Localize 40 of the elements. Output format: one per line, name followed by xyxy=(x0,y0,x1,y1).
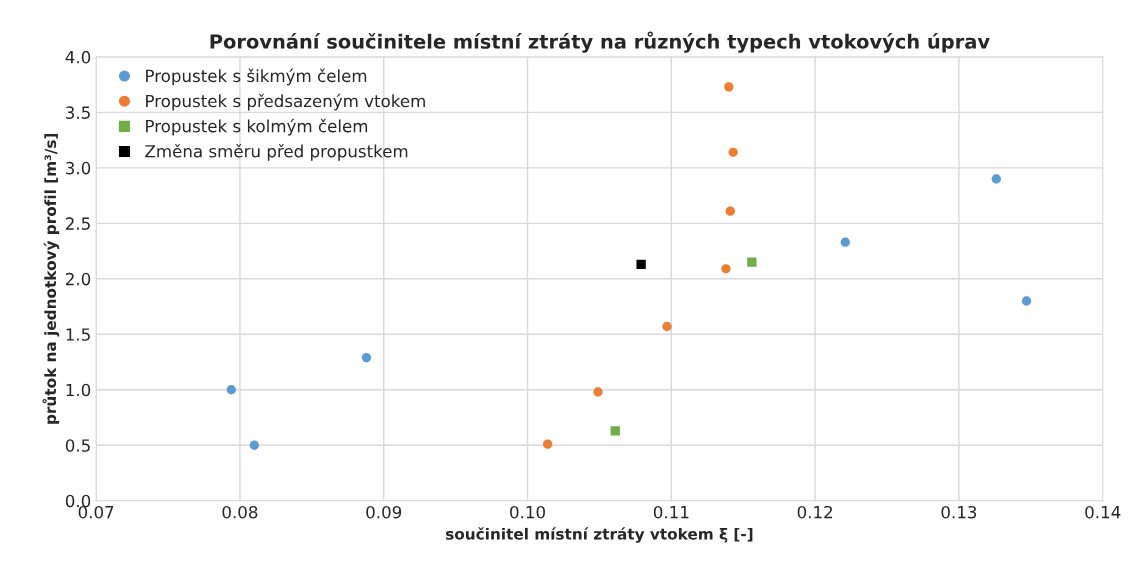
point xyxy=(636,259,646,270)
legend-label: Propustek s předsazeným vtokem xyxy=(146,93,425,111)
x-axis-title: součinitel místní ztráty vtokem ξ [-] xyxy=(445,527,753,543)
y-tick-label: 1.0 xyxy=(66,383,91,397)
x-tick-label: 0.09 xyxy=(366,505,402,519)
point xyxy=(593,387,603,397)
x-tick-label: 0.12 xyxy=(797,505,833,519)
y-tick-label: 2.5 xyxy=(65,217,90,230)
point xyxy=(728,147,738,157)
y-tick-label: 3.5 xyxy=(66,106,90,119)
y-axis-title: průtok na jednotkový profil [m³/s] xyxy=(42,133,60,424)
point xyxy=(747,257,757,267)
point xyxy=(721,264,731,274)
y-tick-label: 1.5 xyxy=(66,328,90,341)
y-tick-label: 0.5 xyxy=(65,439,90,452)
chart-title: Porovnání součinitele místní ztráty na různých typech vtokových úprav xyxy=(210,31,990,53)
legend-label: Propustek s kolmým čelem xyxy=(146,118,368,136)
point xyxy=(724,82,734,92)
point xyxy=(226,385,236,395)
point xyxy=(840,237,850,247)
x-tick-label: 0.07 xyxy=(78,505,114,519)
point xyxy=(610,426,620,436)
legend-label: Propustek s šikmým čelem xyxy=(146,68,367,86)
y-tick-label: 4.0 xyxy=(65,50,91,64)
x-tick-label: 0.10 xyxy=(510,505,545,519)
point xyxy=(725,206,735,216)
point xyxy=(662,321,672,332)
point xyxy=(543,439,553,449)
point xyxy=(249,440,259,450)
x-tick-label: 0.14 xyxy=(1085,505,1121,519)
point xyxy=(1021,296,1032,306)
point xyxy=(361,352,372,363)
x-tick-label: 0.08 xyxy=(222,505,258,519)
point xyxy=(991,174,1001,184)
y-tick-label: 2.0 xyxy=(65,272,91,286)
legend-label: Změna směru před propustkem xyxy=(145,143,408,161)
y-tick-label: 3.0 xyxy=(66,161,91,175)
x-tick-label: 0.11 xyxy=(653,505,689,519)
x-tick-label: 0.13 xyxy=(941,505,977,519)
y-tick-label: 0.0 xyxy=(65,494,91,508)
